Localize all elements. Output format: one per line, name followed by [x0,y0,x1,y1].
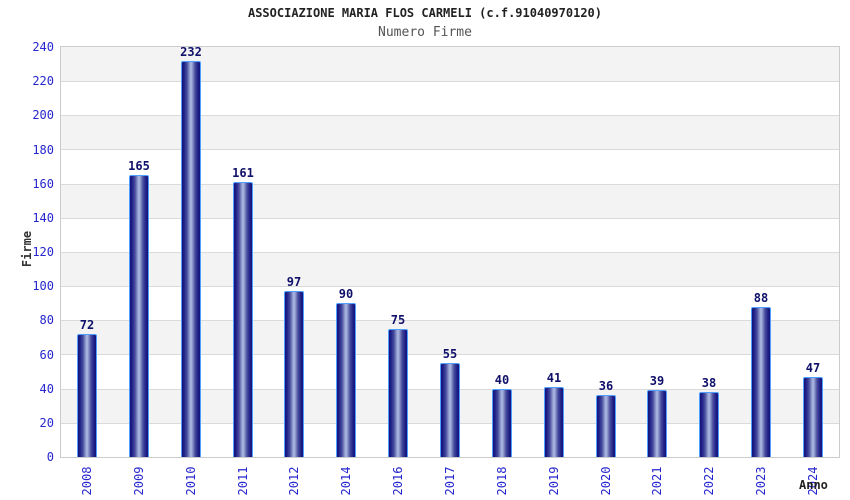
bar-2024 [803,377,823,457]
plot-band [61,286,839,320]
x-tick-label: 2017 [443,466,457,496]
plot-band [61,354,839,388]
y-tick-label: 0 [46,450,54,464]
plot-area: 72 165 232 161 97 90 75 55 40 41 36 39 38 88 47 [60,45,840,458]
bar-value-label: 38 [701,376,717,390]
bar-2019 [544,387,564,457]
bar-2021 [647,390,667,457]
bar-2017 [440,363,460,457]
bar-2014 [336,303,356,457]
x-tick-label: 2019 [547,466,561,496]
y-tick-label: 80 [39,313,54,328]
x-tick-label: 2010 [184,466,198,496]
bar-value-label: 88 [753,291,769,305]
y-tick-label: 60 [39,347,54,362]
plot-band [61,251,839,287]
bar-value-label: 161 [232,166,254,180]
bar-value-label: 36 [598,379,614,393]
x-tick-label: 2008 [80,466,94,496]
x-tick-label: 2011 [236,466,250,496]
y-tick-label: 240 [32,40,54,54]
plot-band [61,81,839,115]
bar-value-label: 97 [286,275,302,289]
bar-value-label: 75 [390,313,406,327]
bar-value-label: 55 [442,347,458,361]
y-tick-label: 180 [32,142,54,157]
bar-2020 [596,395,616,457]
x-tick-label: 2021 [650,466,664,496]
y-tick-label: 140 [32,210,54,225]
x-tick-label: 2023 [754,466,768,496]
bar-value-label: 72 [79,318,95,332]
bar-2018 [492,389,512,457]
bar-2008 [77,334,97,457]
chart-subtitle: Numero Firme [378,25,472,40]
bar-2010 [181,61,201,457]
y-tick-label: 40 [39,381,54,396]
x-tick-label: 2012 [287,466,301,496]
x-tick-label: 2016 [391,466,405,496]
y-tick-label: 120 [32,245,54,259]
x-tick-label: 2014 [339,466,353,496]
chart-title: ASSOCIAZIONE MARIA FLOS CARMELI (c.f.910… [247,6,602,20]
x-axis-title: Anno [799,478,828,492]
bar-value-label: 41 [546,371,562,385]
bar-2009 [129,175,149,457]
bar-value-label: 90 [338,287,354,301]
bar-value-label: 40 [494,373,510,387]
bar-2012 [284,291,304,457]
y-tick-label: 200 [32,108,54,123]
x-tick-label: 2009 [132,466,146,496]
bar-2023 [751,307,771,457]
bar-2022 [699,392,719,457]
y-tick-label: 160 [32,176,54,191]
plot-band [61,149,839,183]
plot-band [61,115,839,150]
bar-value-label: 39 [649,374,665,388]
plot-band [61,217,839,252]
bar-2011 [233,182,253,457]
x-tick-label: 2022 [702,466,716,496]
bar-value-label: 47 [805,361,821,375]
plot-band [61,183,839,218]
bar-value-label: 232 [180,45,202,59]
y-tick-label: 20 [39,415,54,430]
bar-value-label: 165 [128,159,150,173]
bar-2016 [388,329,408,457]
y-tick-label: 220 [32,74,54,89]
x-tick-label: 2020 [599,466,613,496]
y-tick-label: 100 [32,279,54,294]
x-tick-label: 2018 [495,466,509,496]
